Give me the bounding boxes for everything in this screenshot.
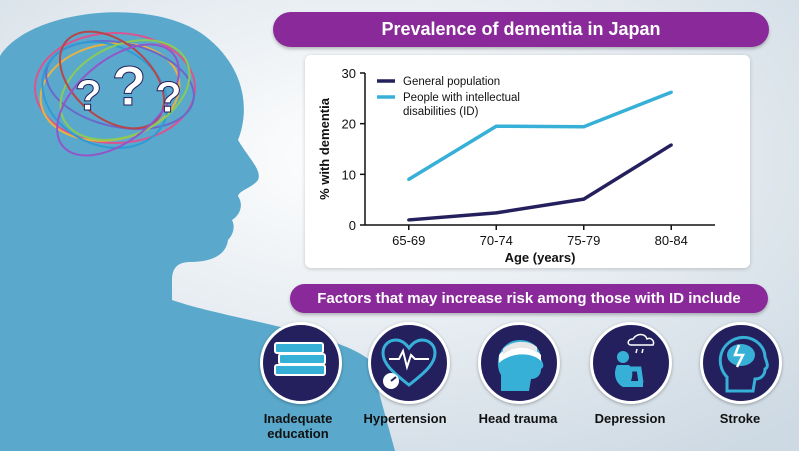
- data-point: [669, 143, 673, 147]
- factor-depression: [590, 322, 680, 404]
- data-point: [494, 124, 498, 128]
- factor-label-hypertension: Hypertension: [363, 411, 447, 426]
- data-point: [582, 125, 586, 129]
- books-icon: [260, 322, 342, 404]
- tangled-brain: [34, 30, 196, 157]
- x-tick-label: 75-79: [567, 233, 600, 248]
- x-tick-label: 70-74: [480, 233, 513, 248]
- data-point: [669, 90, 673, 94]
- y-tick-label: 30: [342, 66, 356, 81]
- y-tick-label: 0: [349, 218, 356, 233]
- chart-card: 0 10 20 30 65-69 70-74 75-79 80-84 Age (years) % …: [305, 55, 750, 268]
- series-line-0: [408, 143, 673, 222]
- brain-stroke-icon: [700, 322, 782, 404]
- legend-label: General population: [403, 76, 500, 88]
- question-mark-icon: ?: [75, 71, 102, 120]
- y-axis-label: % with dementia: [317, 97, 332, 200]
- factor-stroke: [700, 322, 790, 404]
- factor-label-stroke: Stroke: [719, 411, 761, 426]
- data-point: [407, 177, 411, 181]
- factor-education: [260, 322, 350, 404]
- data-point: [494, 211, 498, 215]
- x-axis-label: Age (years): [505, 250, 576, 265]
- y-tick-label: 20: [342, 117, 356, 132]
- question-mark-icon: ?: [155, 73, 182, 122]
- line-chart: 0 10 20 30 65-69 70-74 75-79 80-84 Age (years) % …: [317, 66, 715, 265]
- question-mark-icon: ?: [112, 54, 146, 117]
- x-tick-label: 65-69: [392, 233, 425, 248]
- factor-label-head-trauma: Head trauma: [478, 411, 558, 426]
- factor-head-trauma: [478, 322, 568, 404]
- sad-person-icon: [590, 322, 672, 404]
- factor-hypertension: [368, 322, 458, 404]
- factor-label-education: Inadequate education: [263, 411, 333, 441]
- series-line-1: [407, 90, 672, 181]
- x-tick-label: 80-84: [655, 233, 688, 248]
- data-point: [582, 197, 586, 201]
- legend-label: People with intellectual disabilities (ID…: [403, 92, 520, 118]
- y-tick-label: 10: [342, 167, 356, 182]
- heart-pressure-icon: [368, 322, 450, 404]
- bandaged-head-icon: [478, 322, 560, 404]
- factor-label-depression: Depression: [594, 411, 666, 426]
- factors-heading: Factors that may increase risk among tho…: [290, 284, 768, 313]
- data-point: [407, 218, 411, 222]
- chart-title: Prevalence of dementia in Japan: [273, 12, 769, 47]
